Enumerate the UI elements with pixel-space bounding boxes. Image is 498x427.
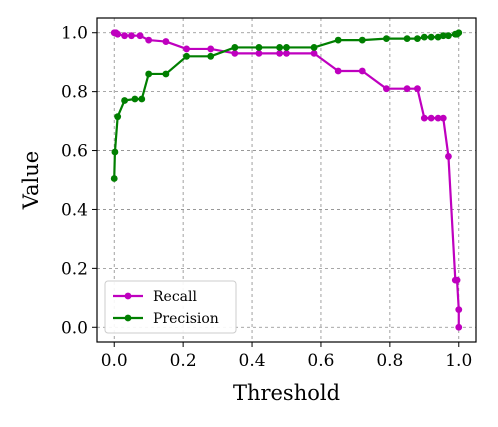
series-layer [110,29,463,331]
precision-point [283,44,290,51]
recall-point [207,45,215,53]
recall-point [128,32,135,40]
legend-item-recall: Recall [113,289,197,305]
precision-point [255,44,263,51]
recall-point [427,114,435,122]
precision-point [334,36,342,44]
y-tick-label: 0.0 [61,318,88,338]
y-tick-label: 0.8 [61,83,88,103]
recall-point [231,49,239,57]
precision-point [358,36,366,44]
precision-point [427,33,435,41]
recall-point [114,30,122,38]
precision-point [414,35,421,43]
precision-point [145,70,153,78]
x-tick-label: 0.0 [101,351,128,371]
y-tick-label: 0.4 [61,200,88,220]
recall-point [439,114,447,122]
recall-point [455,306,463,313]
precision-point [110,175,118,182]
precision-point [439,32,447,40]
recall-point [420,114,428,122]
series-recall [110,29,463,331]
recall-point [255,49,263,57]
recall-point [383,85,390,93]
x-tick-label: 0.4 [239,351,266,371]
precision-point [276,44,284,51]
y-tick-label: 1.0 [61,24,88,44]
precision-point [114,113,122,121]
precision-point [445,32,452,40]
y-tick-label: 0.2 [61,259,88,279]
precision-point [138,95,146,103]
recall-point [434,114,442,122]
precision-point [111,148,119,156]
x-tick-label: 0.2 [170,351,197,371]
recall-point [276,49,284,57]
recall-point [145,36,153,44]
plot-frame [96,17,477,343]
x-axis-label: Threshold [233,381,340,405]
legend: Recall Precision [104,280,237,334]
recall-point [455,323,463,331]
precision-point [434,33,442,41]
legend-item-precision: Precision [113,311,219,327]
precision-point [383,35,390,43]
recall-point [445,153,452,160]
precision-point [403,35,411,43]
precision-point [231,44,239,51]
x-tick-label: 0.6 [307,351,334,371]
series-precision [110,29,463,182]
recall-point [183,45,190,53]
recall-point [414,85,421,93]
recall-point [358,67,366,75]
legend-marker-recall [124,292,132,300]
ticks: 0.0 0.2 0.4 0.6 0.8 1.0 0.0 0.2 0.4 0.6 0.8 1.0 [61,24,472,371]
legend-box [104,280,237,334]
recall-point [283,49,290,57]
x-tick-label: 1.0 [445,351,472,371]
precision-point [455,29,463,37]
recall-point [162,38,170,45]
precision-point [420,33,428,41]
legend-marker-precision [124,314,132,322]
precision-point [207,52,215,60]
y-axis-label: Value [19,151,43,210]
recall-point [453,276,461,284]
precision-point [162,70,170,78]
recall-point [136,32,144,40]
x-tick-label: 0.8 [376,351,403,371]
legend-label-precision: Precision [153,311,219,327]
precision-point [121,97,128,104]
recall-point [310,49,318,57]
legend-label-recall: Recall [153,289,197,305]
precision-point [131,95,139,103]
recall-point [334,67,342,75]
y-tick-label: 0.6 [61,142,88,162]
recall-point [121,32,128,40]
precision-point [310,44,318,51]
recall-point [403,85,411,93]
precision-point [183,52,190,60]
